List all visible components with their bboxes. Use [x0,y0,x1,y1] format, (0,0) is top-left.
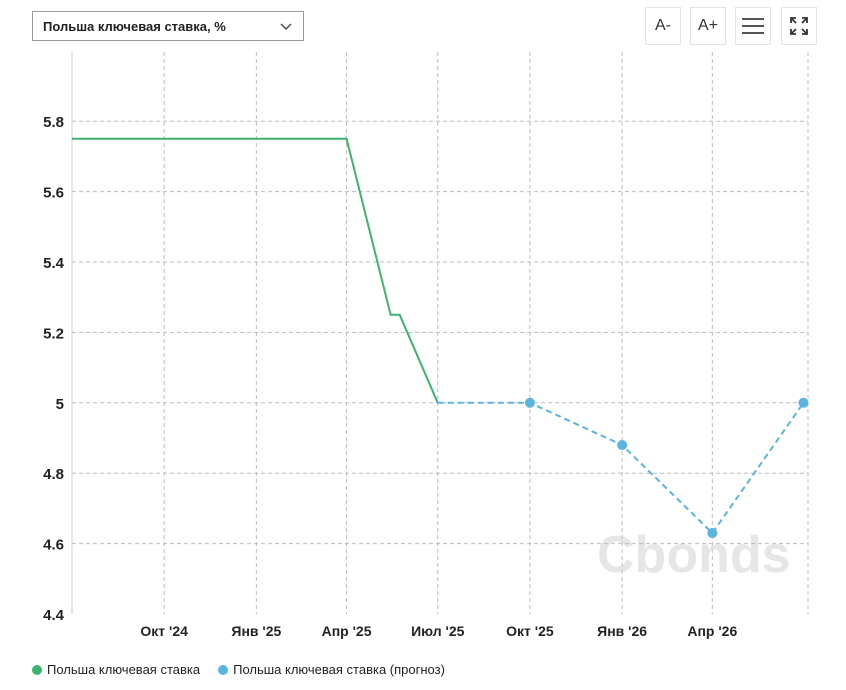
legend-label-actual: Польша ключевая ставка [47,662,201,677]
y-tick-label: 5.8 [43,114,64,131]
forecast-point-marker[interactable] [798,397,809,408]
font-increase-button[interactable]: A+ [690,7,726,45]
x-axis-ticks: Окт '24 Янв '25 Апр '25 Июл '25 Окт '25 Янв '… [140,623,737,639]
x-tick-label: Окт '24 [140,623,188,639]
forecast-point-marker[interactable] [707,528,718,539]
y-tick-label: 5.2 [43,325,64,342]
series-line-actual [72,137,439,404]
fullscreen-button[interactable] [781,7,817,45]
x-tick-label: Апр '26 [687,623,737,639]
y-tick-label: 4.4 [43,607,65,624]
font-decrease-label: A- [655,17,671,34]
chevron-down-icon [280,23,292,30]
y-tick-label: 4.6 [43,537,64,554]
x-tick-label: Окт '25 [506,623,554,639]
indicator-selector-label: Польша ключевая ставка, % [43,18,226,34]
x-tick-label: Апр '25 [322,623,372,639]
legend-marker-actual [32,664,42,675]
legend-item-forecast[interactable]: Польша ключевая ставка (прогноз) [218,662,445,677]
x-tick-label: Июл '25 [411,623,465,639]
series-line-forecast [437,401,805,535]
chart-menu-button[interactable] [735,7,771,45]
x-tick-label: Янв '25 [231,623,281,639]
chart-legend: Польша ключевая ставка Польша ключевая с… [32,662,445,677]
indicator-selector[interactable]: Польша ключевая ставка, % [32,11,304,41]
y-tick-label: 5.6 [43,185,64,202]
y-tick-label: 4.8 [43,466,64,483]
font-decrease-button[interactable]: A- [645,7,681,45]
y-axis-ticks: 5.8 5.6 5.4 5.2 5 4.8 4.6 4.4 [43,114,65,624]
grid-lines [71,52,809,614]
legend-item-actual[interactable]: Польша ключевая ставка [32,662,200,677]
forecast-point-marker[interactable] [617,440,628,451]
watermark-text: Cbonds [597,526,791,584]
y-tick-label: 5.4 [43,255,65,272]
y-tick-label: 5 [56,396,64,413]
fullscreen-icon [790,17,808,35]
hamburger-menu-icon [742,18,764,34]
series-lines [72,137,809,539]
forecast-point-marker[interactable] [524,397,535,408]
font-increase-label: A+ [697,17,718,34]
legend-label-forecast: Польша ключевая ставка (прогноз) [233,662,445,677]
x-tick-label: Янв '26 [597,623,647,639]
legend-marker-forecast [218,664,229,675]
